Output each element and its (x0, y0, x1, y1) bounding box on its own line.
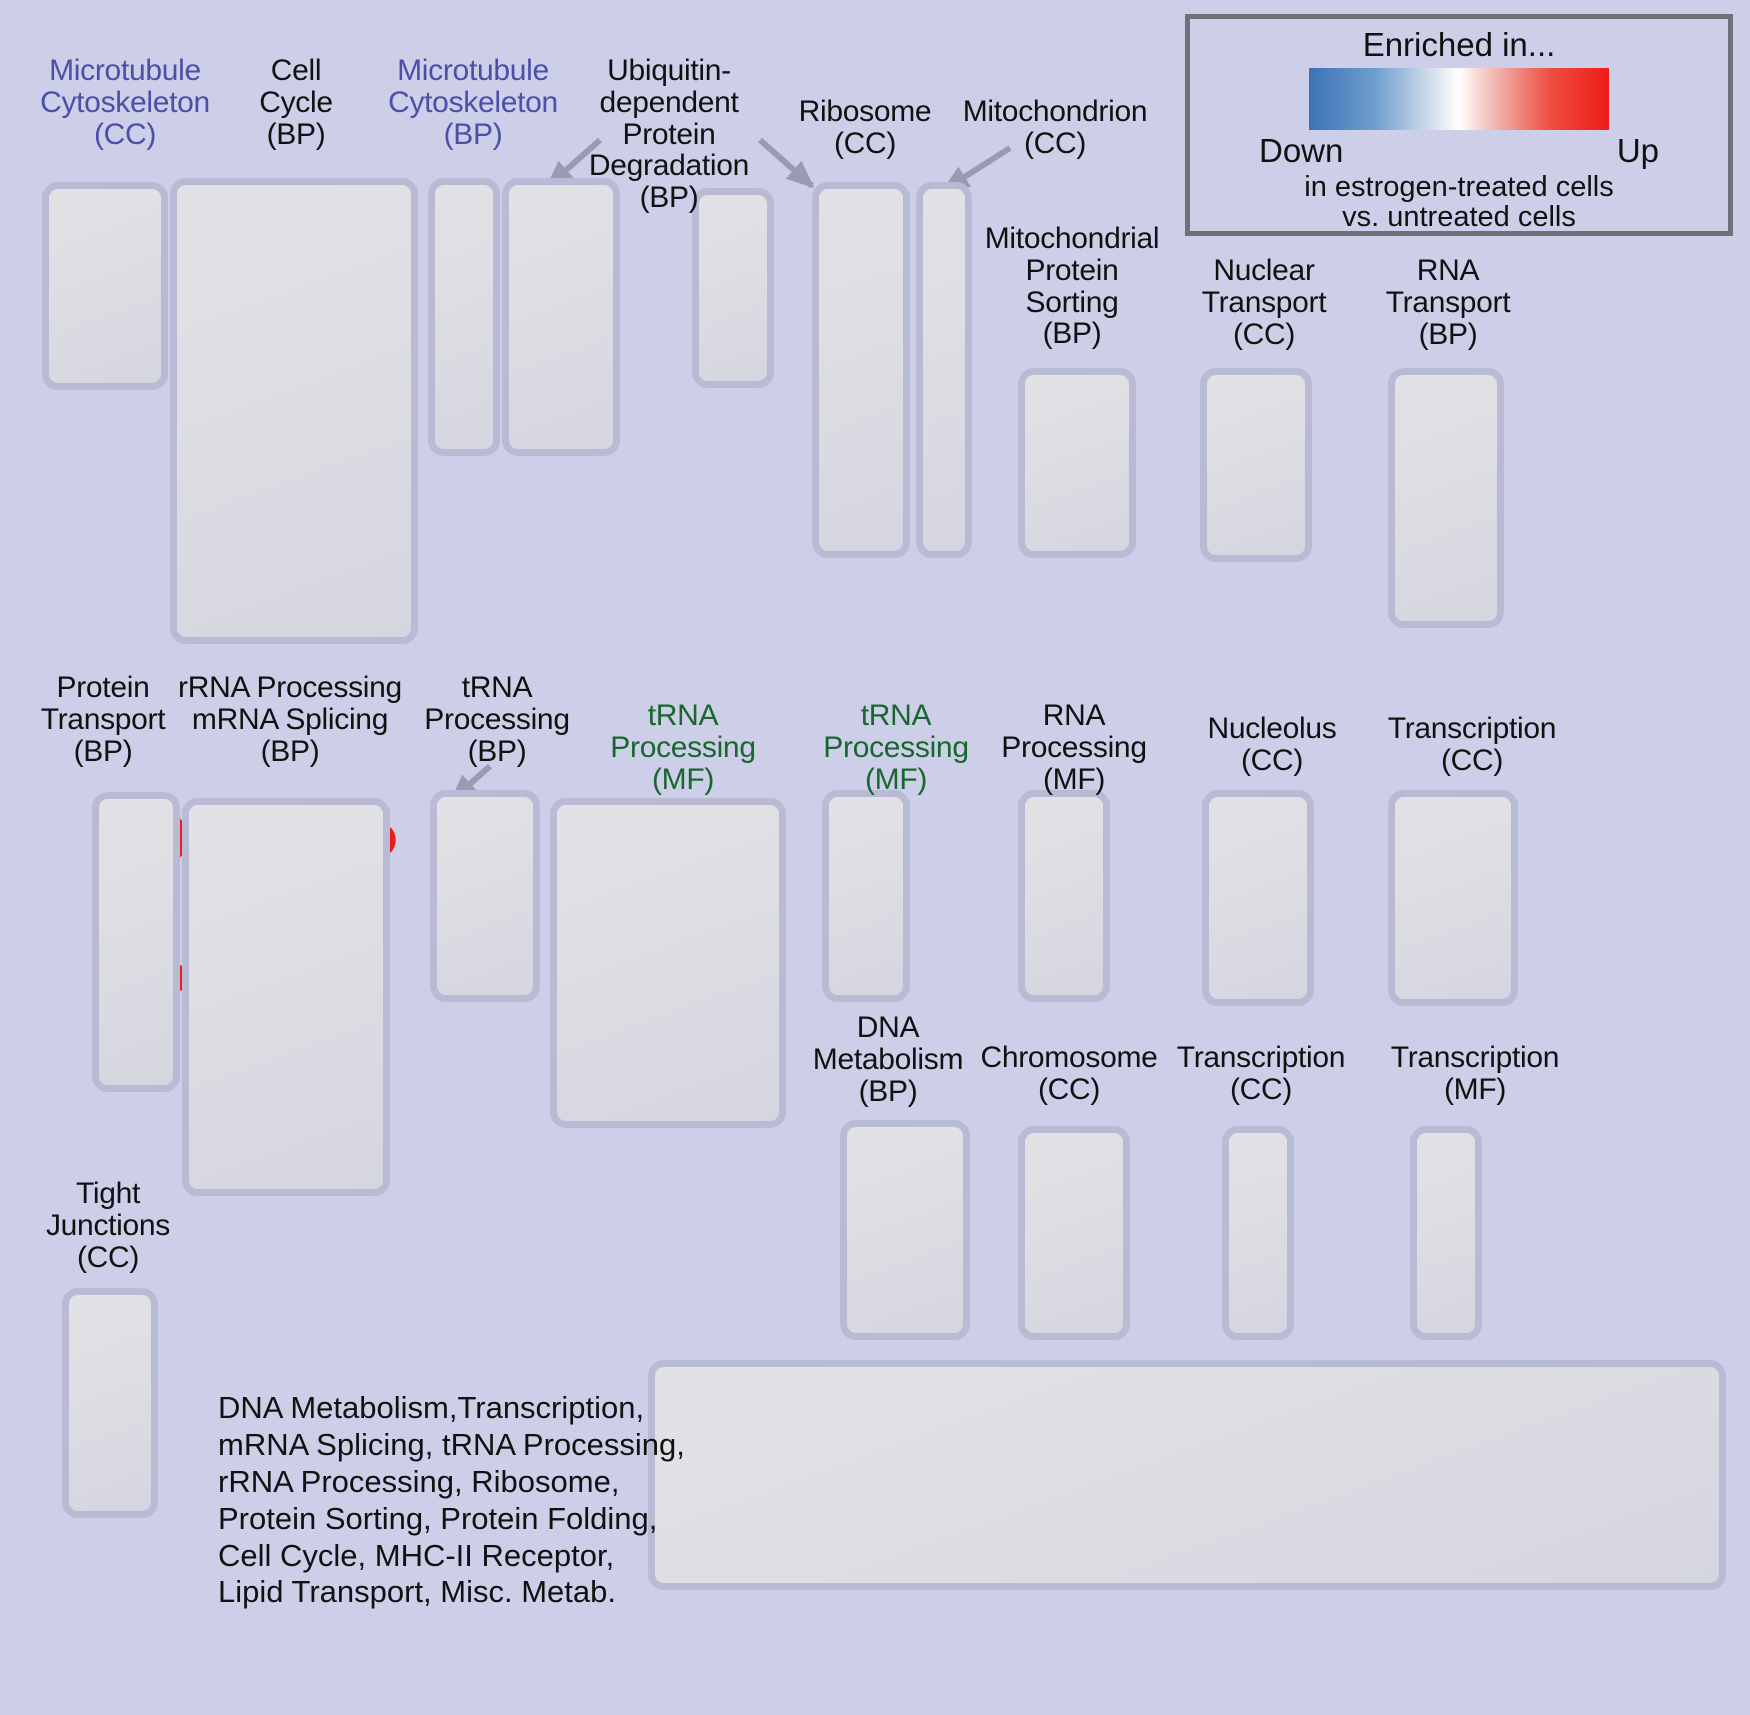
cluster-label-rna-transport-bp: RNA Transport (BP) (1385, 254, 1511, 351)
cluster-label-microtubule-cytoskeleton-bp: Microtubule Cytoskeleton (BP) (388, 54, 558, 151)
cluster-label-transcription-mf: Transcription (MF) (1390, 1041, 1560, 1106)
cluster-label-ribosome-cc: Ribosome (CC) (798, 95, 932, 160)
legend-title: Enriched in... (1362, 26, 1556, 63)
cluster-box-rrna-processing-mrna-splicing-bp[interactable] (182, 798, 390, 1196)
cluster-box-transcription-mf[interactable] (1410, 1126, 1482, 1340)
cluster-box-trna-processing-mf-2[interactable] (822, 790, 910, 1002)
cluster-label-transcription-cc-bottom: Transcription (CC) (1176, 1041, 1346, 1106)
cluster-label-trna-processing-mf-1: tRNA Processing (MF) (610, 699, 756, 796)
legend-low-label: Down (1259, 132, 1344, 169)
cluster-box-cell-cycle-bp[interactable] (170, 178, 418, 644)
cluster-box-nuclear-transport-cc[interactable] (1200, 368, 1312, 562)
cluster-box-ubiquitin-degradation-bp-right[interactable] (692, 188, 774, 388)
cluster-box-rna-transport-bp[interactable] (1388, 368, 1504, 628)
misc-cluster-label: DNA Metabolism,Transcription, mRNA Splic… (218, 1390, 685, 1610)
cluster-box-transcription-cc-top[interactable] (1388, 790, 1518, 1006)
cluster-label-trna-processing-mf-2: tRNA Processing (MF) (823, 699, 969, 796)
cluster-label-dna-metabolism-bp: DNA Metabolism (BP) (812, 1011, 964, 1108)
cluster-label-mitochondrial-protein-sorting-bp: Mitochondrial Protein Sorting (BP) (984, 222, 1160, 351)
cluster-box-dna-metabolism-bp[interactable] (840, 1120, 970, 1340)
legend-color-gradient-bar (1309, 68, 1609, 130)
cluster-label-protein-transport-bp: Protein Transport (BP) (40, 671, 166, 768)
cluster-label-mitochondrion-cc: Mitochondrion (CC) (962, 95, 1148, 160)
legend-endpoints: Down Up (1259, 132, 1659, 170)
cluster-box-protein-transport-bp[interactable] (92, 792, 180, 1092)
cluster-box-chromosome-cc[interactable] (1018, 1126, 1130, 1340)
cluster-box-tight-junctions-cc[interactable] (62, 1288, 158, 1518)
cluster-box-rna-processing-mf[interactable] (1018, 790, 1110, 1002)
cluster-label-microtubule-cytoskeleton-cc: Microtubule Cytoskeleton (CC) (40, 54, 210, 151)
cluster-box-trna-processing-mf-1[interactable] (550, 798, 786, 1128)
cluster-label-nucleolus-cc: Nucleolus (CC) (1207, 712, 1337, 777)
legend-caption: in estrogen-treated cells vs. untreated … (1304, 171, 1614, 234)
cluster-box-mitochondrial-protein-sorting-bp[interactable] (1018, 368, 1136, 558)
cluster-box-microtubule-cytoskeleton-cc[interactable] (42, 182, 168, 390)
cluster-box-mitochondrion-cc[interactable] (916, 182, 972, 558)
cluster-box-misc-combined-cluster[interactable] (648, 1360, 1726, 1590)
cluster-label-chromosome-cc: Chromosome (CC) (980, 1041, 1158, 1106)
legend-high-label: Up (1616, 132, 1659, 169)
cluster-box-ribosome-cc[interactable] (812, 182, 910, 558)
cluster-label-cell-cycle-bp: Cell Cycle (BP) (259, 54, 333, 151)
cluster-box-microtubule-cytoskeleton-bp[interactable] (428, 178, 500, 456)
legend-panel: Enriched in... Down Up in estrogen-treat… (1185, 14, 1733, 236)
cluster-label-transcription-cc-top: Transcription (CC) (1387, 712, 1557, 777)
cluster-box-trna-processing-bp[interactable] (430, 790, 540, 1002)
cluster-label-ubiquitin-dependent-protein-degradation-bp: Ubiquitin- dependent Protein Degradation… (588, 54, 750, 215)
cluster-label-rrna-processing-mrna-splicing-bp: rRNA Processing mRNA Splicing (BP) (178, 671, 402, 768)
cluster-label-tight-junctions-cc: Tight Junctions (CC) (45, 1177, 171, 1274)
cluster-box-nucleolus-cc[interactable] (1202, 790, 1314, 1006)
cluster-box-transcription-cc-bottom[interactable] (1222, 1126, 1294, 1340)
cluster-label-trna-processing-bp: tRNA Processing (BP) (424, 671, 570, 768)
cluster-label-nuclear-transport-cc: Nuclear Transport (CC) (1201, 254, 1327, 351)
cluster-label-rna-processing-mf: RNA Processing (MF) (1001, 699, 1147, 796)
cluster-box-ubiquitin-degradation-bp-left[interactable] (502, 178, 620, 456)
